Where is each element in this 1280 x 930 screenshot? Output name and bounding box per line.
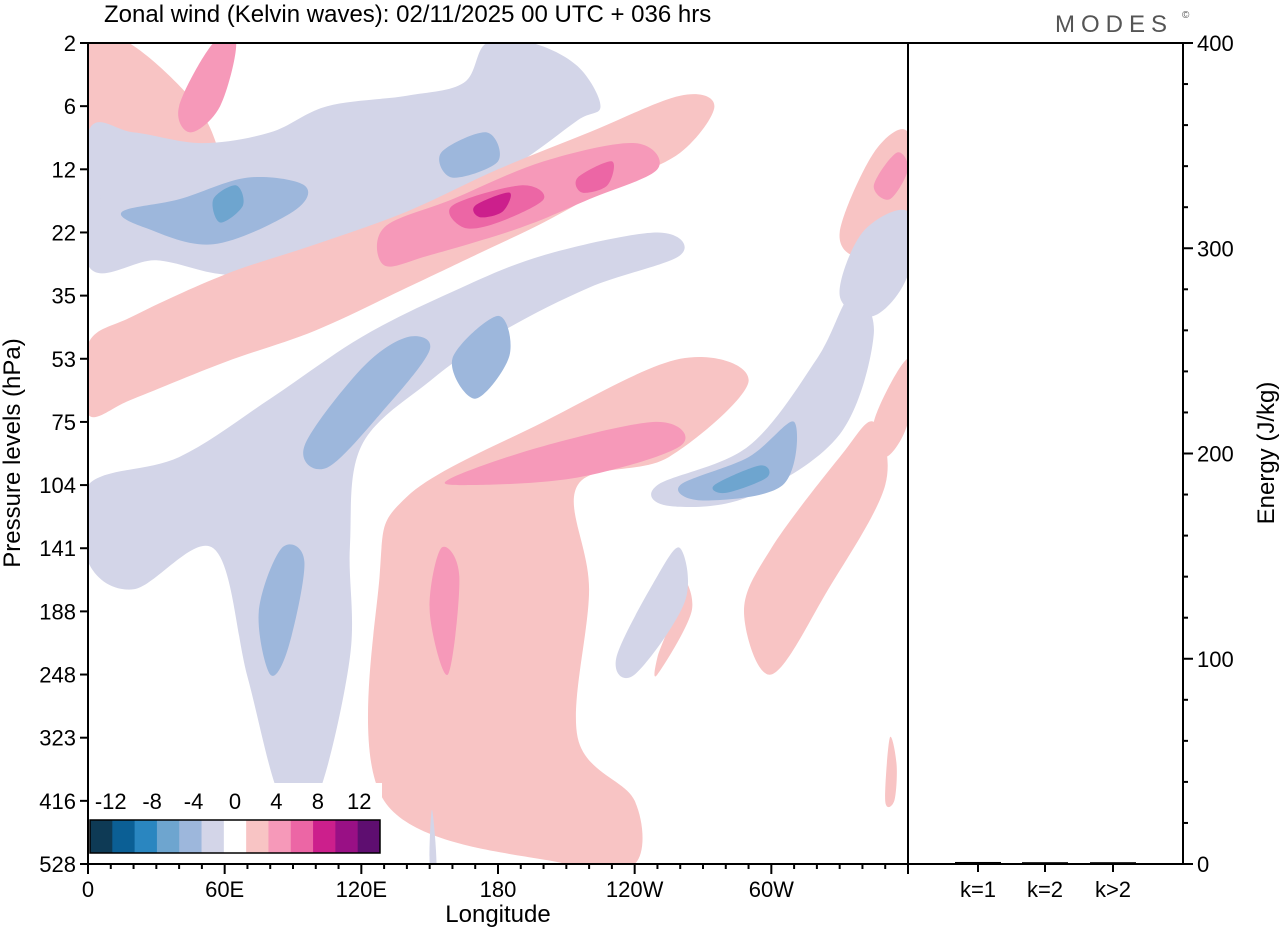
wind-anomaly-westerly-1 <box>178 43 237 133</box>
wind-anomaly-easterly-5 <box>439 132 500 178</box>
colorbar-label: 12 <box>347 789 371 814</box>
modes-logo: MODES <box>1055 11 1173 38</box>
pressure-tick-label: 141 <box>39 536 76 561</box>
energy-bar-3 <box>1090 862 1136 865</box>
pressure-tick-label: 22 <box>52 220 76 245</box>
longitude-tick-label: 0 <box>82 877 94 902</box>
energy-axis-label: Energy (J/kg) <box>1253 382 1280 525</box>
pressure-tick-label: 12 <box>52 157 76 182</box>
chart-title: Zonal wind (Kelvin waves): 02/11/2025 00… <box>104 1 711 28</box>
energy-tick-label: 100 <box>1197 647 1234 672</box>
colorbar-swatch <box>223 820 247 853</box>
energy-bars: k=1 k=2 k>2 <box>955 861 1136 902</box>
energy-panel-frame <box>907 42 1184 865</box>
longitude-tick-label: 60E <box>205 877 244 902</box>
colorbar-swatch <box>156 820 180 853</box>
colorbar-swatch <box>246 820 269 853</box>
colorbar-swatch <box>179 820 203 853</box>
colorbar-swatch <box>335 820 359 853</box>
wind-anomaly-westerly-9 <box>473 192 511 218</box>
wind-anomaly-easterly-12 <box>303 336 431 470</box>
modes-logo-mark: © <box>1182 10 1190 21</box>
colorbar-swatch <box>90 820 113 853</box>
colorbar-label: 0 <box>229 789 241 814</box>
energy-category-label: k=2 <box>1027 877 1063 902</box>
colorbar-swatch <box>201 820 225 853</box>
energy-tick-label: 0 <box>1197 852 1209 877</box>
wind-anomaly-easterly-13 <box>451 315 511 399</box>
energy-category-label: k=1 <box>960 877 996 902</box>
longitude-tick-label: 60W <box>749 877 794 902</box>
wind-anomaly-easterly-20 <box>651 295 874 508</box>
colorbar-swatch <box>268 820 292 853</box>
energy-bar-2 <box>1022 862 1068 865</box>
pressure-tick-label: 248 <box>39 663 76 688</box>
longitude-tick-label: 120E <box>336 877 387 902</box>
pressure-tick-label: 188 <box>39 599 76 624</box>
colorbar-label: -12 <box>95 789 127 814</box>
colorbar-swatch <box>112 820 136 853</box>
longitude-axis: 0 60E 120E 180 120W 60W <box>82 864 909 902</box>
longitude-tick-label: 120W <box>606 877 664 902</box>
wind-anomaly-westerly-27 <box>873 152 908 200</box>
longitude-tick-label: 180 <box>480 877 517 902</box>
pressure-tick-label: 104 <box>39 473 76 498</box>
energy-category-label: k>2 <box>1095 877 1131 902</box>
wind-anomaly-westerly-18 <box>429 546 460 675</box>
wind-field-layer <box>88 43 908 864</box>
colorbar-swatch <box>313 820 336 853</box>
energy-tick-label: 200 <box>1197 442 1234 467</box>
colorbar-swatch <box>357 820 381 853</box>
wind-anomaly-easterly-15 <box>88 180 101 235</box>
energy-bar-1 <box>955 861 1001 864</box>
y-axis-label: Pressure levels (hPa) <box>0 338 26 567</box>
wind-anomaly-easterly-28 <box>839 209 908 317</box>
colorbar-label: 4 <box>270 789 282 814</box>
wind-anomaly-westerly-25 <box>872 358 908 458</box>
wind-anomaly-easterly-30 <box>429 809 437 864</box>
pressure-axis: 2 6 12 22 35 53 75 104 141 188 248 323 416 528 <box>39 31 88 877</box>
energy-axis: 0 100 200 300 400 <box>1183 31 1234 877</box>
wind-anomaly-westerly-29 <box>885 736 897 808</box>
pressure-tick-label: 2 <box>64 31 76 56</box>
colorbar: -12 -8 -4 0 4 8 12 <box>88 783 382 856</box>
pressure-tick-label: 53 <box>52 347 76 372</box>
colorbar-label: 8 <box>312 789 324 814</box>
pressure-tick-label: 416 <box>39 789 76 814</box>
colorbar-swatch <box>134 820 158 853</box>
colorbar-label: -4 <box>184 789 204 814</box>
energy-tick-label: 400 <box>1197 31 1234 56</box>
pressure-tick-label: 323 <box>39 726 76 751</box>
wind-anomaly-easterly-23 <box>615 547 689 679</box>
colorbar-swatch <box>290 820 314 853</box>
pressure-tick-label: 35 <box>52 284 76 309</box>
wind-anomaly-westerly-24 <box>744 421 888 675</box>
wind-anomaly-westerly-17 <box>444 421 686 486</box>
x-axis-label: Longitude <box>445 901 550 928</box>
wind-anomaly-easterly-21 <box>678 421 798 501</box>
pressure-tick-label: 6 <box>64 94 76 119</box>
wind-anomaly-easterly-4 <box>212 185 244 223</box>
wind-anomaly-easterly-14 <box>258 544 305 676</box>
pressure-tick-label: 528 <box>39 852 76 877</box>
pressure-tick-label: 75 <box>52 410 76 435</box>
wind-anomaly-easterly-22 <box>712 465 770 494</box>
colorbar-label: -8 <box>142 789 162 814</box>
colorbar-frame <box>89 819 381 854</box>
wind-anomaly-westerly-10 <box>575 161 615 193</box>
energy-tick-label: 300 <box>1197 236 1234 261</box>
